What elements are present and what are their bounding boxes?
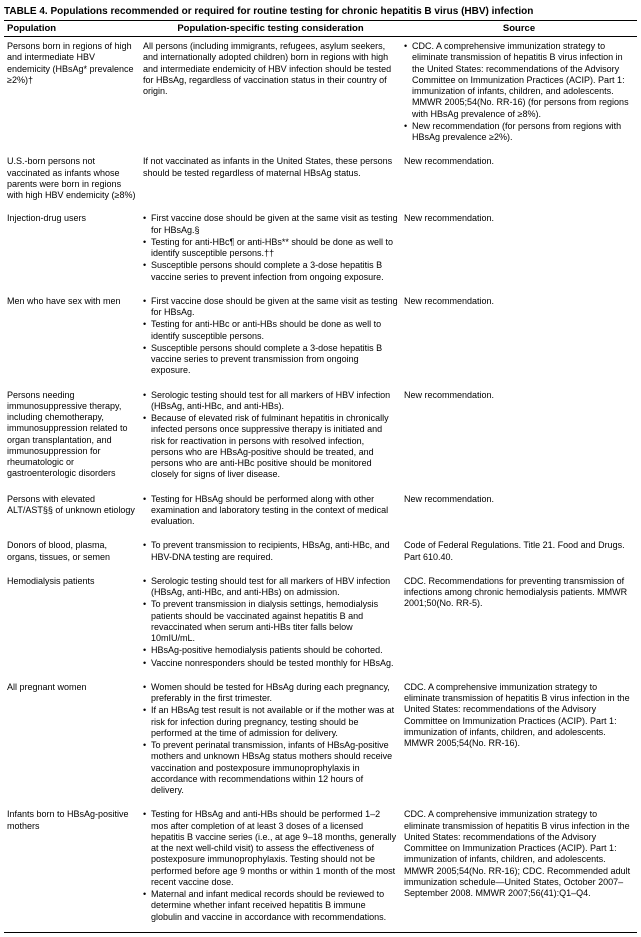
table-row: Men who have sex with menFirst vaccine d… xyxy=(4,292,637,386)
list-item: CDC. A comprehensive immunization strate… xyxy=(404,41,634,120)
cell-consideration: Serologic testing should test for all ma… xyxy=(140,390,401,482)
list-item: Vaccine nonresponders should be tested m… xyxy=(143,658,398,669)
consideration-list: First vaccine dose should be given at th… xyxy=(143,296,398,377)
cell-population: Persons needing immunosuppressive therap… xyxy=(4,390,140,482)
cell-source: CDC. A comprehensive immunization strate… xyxy=(401,682,637,798)
list-item: If an HBsAg test result is not available… xyxy=(143,705,398,739)
list-item: To prevent perinatal transmission, infan… xyxy=(143,740,398,796)
consideration-list: Serologic testing should test for all ma… xyxy=(143,576,398,669)
cell-population: Injection-drug users xyxy=(4,213,140,284)
cell-source: New recommendation. xyxy=(401,494,637,529)
table-caption: TABLE 4. Populations recommended or requ… xyxy=(4,4,637,20)
table-row: Persons needing immunosuppressive therap… xyxy=(4,386,637,490)
list-item: Susceptible persons should complete a 3-… xyxy=(143,260,398,283)
list-item: Testing for anti-HBc or anti-HBs should … xyxy=(143,319,398,342)
list-item: Susceptible persons should complete a 3-… xyxy=(143,343,398,377)
cell-source: CDC. Recommendations for preventing tran… xyxy=(401,576,637,670)
cell-source: New recommendation. xyxy=(401,213,637,284)
table-row: Persons born in regions of high and inte… xyxy=(4,37,637,152)
cell-consideration: Serologic testing should test for all ma… xyxy=(140,576,401,670)
list-item: To prevent transmission in dialysis sett… xyxy=(143,599,398,644)
list-item: First vaccine dose should be given at th… xyxy=(143,213,398,236)
cell-consideration: Testing for HBsAg and anti-HBs should be… xyxy=(140,809,401,924)
list-item: Testing for HBsAg should be performed al… xyxy=(143,494,398,528)
cell-source: New recommendation. xyxy=(401,156,637,201)
cell-consideration: First vaccine dose should be given at th… xyxy=(140,213,401,284)
cell-population: U.S.-born persons not vaccinated as infa… xyxy=(4,156,140,201)
consideration-list: Serologic testing should test for all ma… xyxy=(143,390,398,481)
consideration-list: Testing for HBsAg and anti-HBs should be… xyxy=(143,809,398,923)
cell-consideration: First vaccine dose should be given at th… xyxy=(140,296,401,378)
table-row: Infants born to HBsAg-positive mothersTe… xyxy=(4,805,637,932)
cell-source: New recommendation. xyxy=(401,390,637,482)
cell-population: Persons with elevated ALT/AST§§ of unkno… xyxy=(4,494,140,529)
cell-population: Persons born in regions of high and inte… xyxy=(4,41,140,144)
consideration-list: Testing for HBsAg should be performed al… xyxy=(143,494,398,528)
cell-consideration: If not vaccinated as infants in the Unit… xyxy=(140,156,401,201)
table-row: All pregnant womenWomen should be tested… xyxy=(4,678,637,806)
cell-consideration: Women should be tested for HBsAg during … xyxy=(140,682,401,798)
consideration-list: To prevent transmission to recipients, H… xyxy=(143,540,398,563)
cell-consideration: Testing for HBsAg should be performed al… xyxy=(140,494,401,529)
cell-source: CDC. A comprehensive immunization strate… xyxy=(401,809,637,924)
consideration-list: First vaccine dose should be given at th… xyxy=(143,213,398,283)
cell-population: All pregnant women xyxy=(4,682,140,798)
header-consideration: Population-specific testing consideratio… xyxy=(140,21,401,36)
list-item: Women should be tested for HBsAg during … xyxy=(143,682,398,705)
list-item: Because of elevated risk of fulminant he… xyxy=(143,413,398,481)
list-item: Testing for anti-HBc¶ or anti-HBs** shou… xyxy=(143,237,398,260)
header-source: Source xyxy=(401,21,637,36)
cell-consideration: To prevent transmission to recipients, H… xyxy=(140,540,401,564)
cell-source: Code of Federal Regulations. Title 21. F… xyxy=(401,540,637,564)
table-row: Injection-drug usersFirst vaccine dose s… xyxy=(4,209,637,292)
cell-consideration: All persons (including immigrants, refug… xyxy=(140,41,401,144)
cell-population: Men who have sex with men xyxy=(4,296,140,378)
cell-source: New recommendation. xyxy=(401,296,637,378)
header-population: Population xyxy=(4,21,140,36)
table-row: Hemodialysis patientsSerologic testing s… xyxy=(4,572,637,678)
table-row: Donors of blood, plasma, organs, tissues… xyxy=(4,536,637,572)
list-item: Serologic testing should test for all ma… xyxy=(143,390,398,413)
table-header-row: Population Population-specific testing c… xyxy=(4,21,637,37)
list-item: Testing for HBsAg and anti-HBs should be… xyxy=(143,809,398,888)
list-item: Serologic testing should test for all ma… xyxy=(143,576,398,599)
cell-source: CDC. A comprehensive immunization strate… xyxy=(401,41,637,144)
source-list: CDC. A comprehensive immunization strate… xyxy=(404,41,634,143)
list-item: Maternal and infant medical records shou… xyxy=(143,889,398,923)
cell-population: Donors of blood, plasma, organs, tissues… xyxy=(4,540,140,564)
cell-population: Infants born to HBsAg-positive mothers xyxy=(4,809,140,924)
list-item: New recommendation (for persons from reg… xyxy=(404,121,634,144)
list-item: HBsAg-positive hemodialysis patients sho… xyxy=(143,645,398,656)
list-item: To prevent transmission to recipients, H… xyxy=(143,540,398,563)
table-row: Persons with elevated ALT/AST§§ of unkno… xyxy=(4,490,637,537)
cell-population: Hemodialysis patients xyxy=(4,576,140,670)
consideration-list: Women should be tested for HBsAg during … xyxy=(143,682,398,797)
table-4: Population Population-specific testing c… xyxy=(4,20,637,933)
table-row: U.S.-born persons not vaccinated as infa… xyxy=(4,152,637,209)
list-item: First vaccine dose should be given at th… xyxy=(143,296,398,319)
